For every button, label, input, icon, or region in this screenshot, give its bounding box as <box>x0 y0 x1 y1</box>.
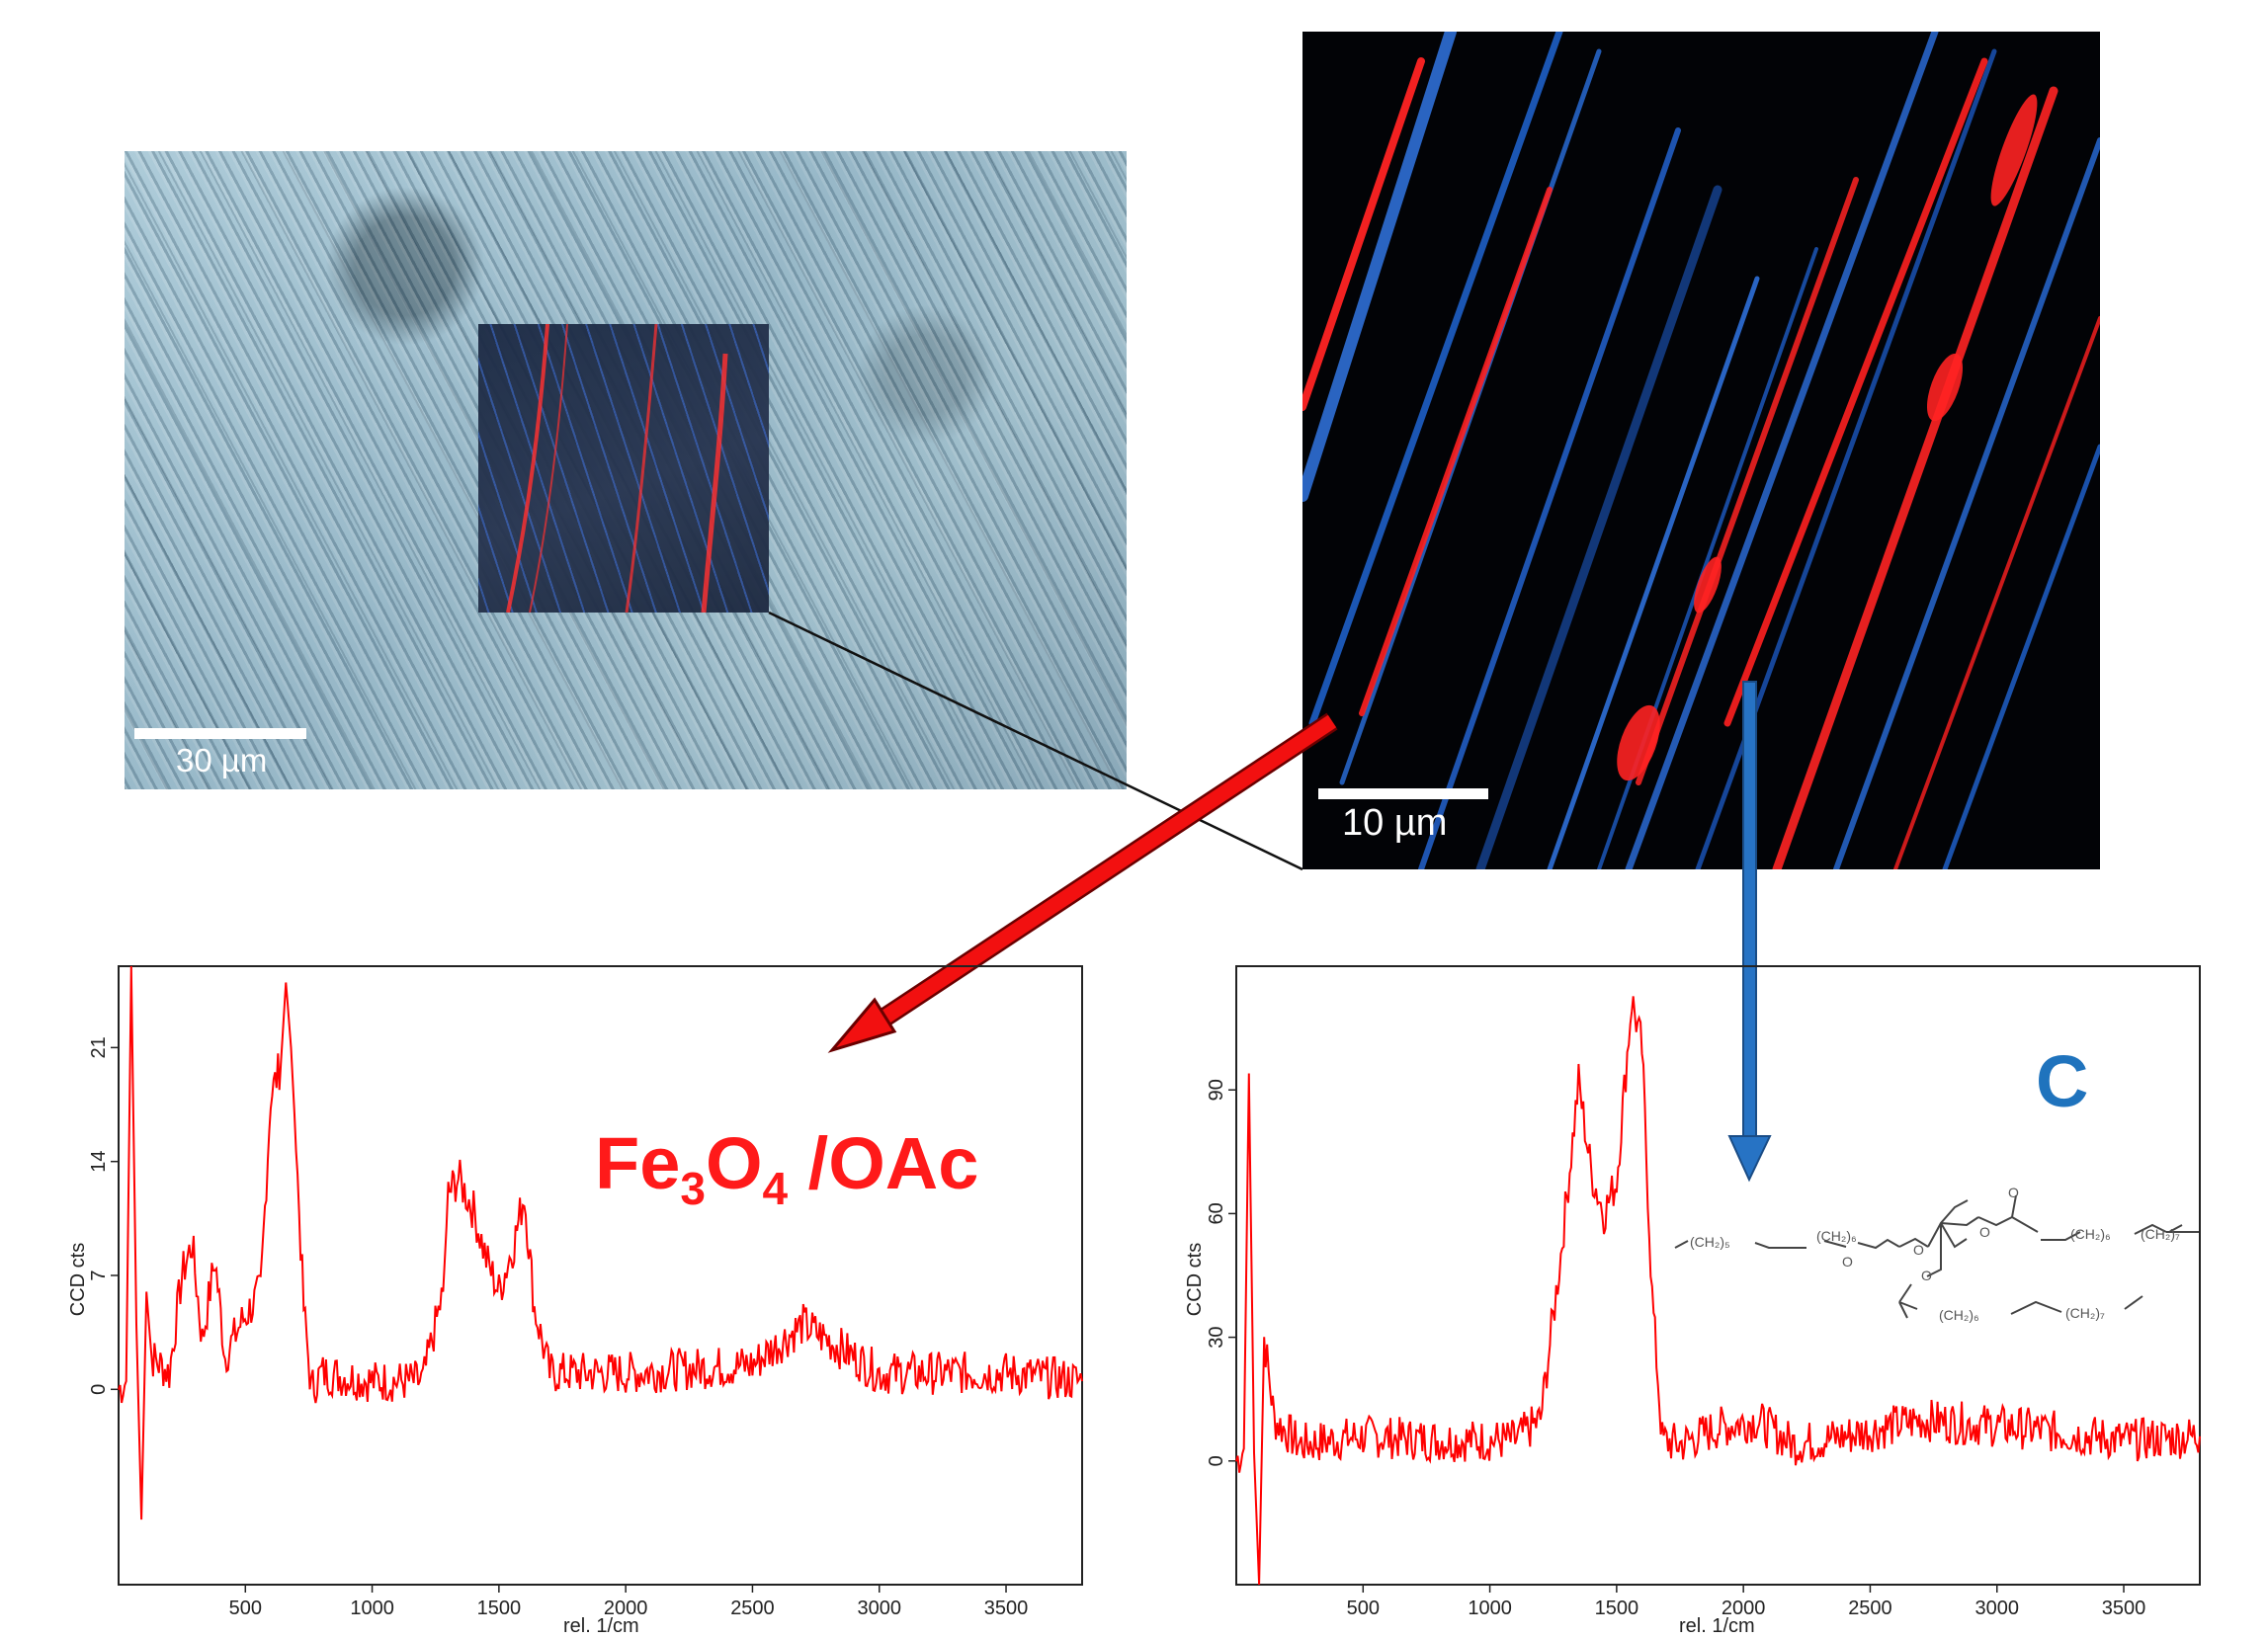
y-axis-label-right: CCD cts <box>1184 1243 1206 1316</box>
y-ticks-right: 0 30 60 90 <box>1206 1079 1236 1466</box>
right-x-tick-label: 1500 <box>1595 1598 1639 1619</box>
left-y-tick-label: 0 <box>88 1384 110 1395</box>
raman-map-image: 10 µm <box>1302 32 2100 869</box>
left-x-tick-label: 3000 <box>857 1598 901 1619</box>
optical-scale-label: 30 µm <box>176 742 268 779</box>
label-fe: Fe <box>595 1122 681 1204</box>
label-oac: /OAc <box>788 1122 979 1204</box>
right-y-tick-label: 30 <box>1206 1326 1227 1348</box>
x-axis-label-right: rel. 1/cm <box>1679 1615 1755 1637</box>
left-y-tick-label: 14 <box>88 1151 110 1173</box>
x-ticks-left: 500 1000 1500 2000 2500 3000 3500 <box>229 1585 1029 1619</box>
spectrum-line-left <box>118 965 1083 1520</box>
label-sub-4: 4 <box>762 1162 789 1214</box>
right-x-tick-label: 2500 <box>1848 1598 1892 1619</box>
right-y-tick-label: 90 <box>1206 1079 1227 1101</box>
optical-micrograph: 30 µm <box>125 151 1127 789</box>
left-y-tick-label: 21 <box>88 1036 110 1058</box>
left-x-tick-label: 1500 <box>477 1598 522 1619</box>
right-x-tick-label: 3000 <box>1974 1598 2019 1619</box>
left-x-tick-label: 2500 <box>730 1598 775 1619</box>
right-x-tick-label: 1000 <box>1468 1598 1512 1619</box>
raman-scale-label: 10 µm <box>1342 802 1448 844</box>
component-label-fe3o4-oac: Fe3O4 /OAc <box>595 1121 978 1215</box>
y-axis-label-left: CCD cts <box>67 1243 89 1316</box>
x-axis-label-left: rel. 1/cm <box>563 1615 639 1637</box>
label-o: O <box>705 1122 763 1204</box>
left-x-tick-label: 500 <box>229 1598 262 1619</box>
right-y-tick-label: 0 <box>1206 1455 1227 1466</box>
right-x-tick-label: 500 <box>1347 1598 1380 1619</box>
optical-scale-bar <box>134 728 306 739</box>
left-x-tick-label: 2000 <box>604 1598 648 1619</box>
left-x-tick-label: 3500 <box>984 1598 1029 1619</box>
plot-frame-right <box>1235 965 2201 1586</box>
label-sub-3: 3 <box>680 1162 706 1214</box>
raman-scan-area-overlay <box>478 324 769 613</box>
right-x-tick-label: 2000 <box>1722 1598 1766 1619</box>
component-label-c: C <box>2036 1040 2089 1122</box>
y-ticks-left: 0 7 14 21 <box>88 1036 119 1395</box>
x-ticks-right: 500 1000 1500 2000 2500 3000 3500 <box>1347 1585 2146 1619</box>
right-x-tick-label: 3500 <box>2102 1598 2146 1619</box>
left-y-tick-label: 7 <box>88 1270 110 1280</box>
right-y-tick-label: 60 <box>1206 1202 1227 1224</box>
spectrum-line-right <box>1235 996 2201 1586</box>
left-x-tick-label: 1000 <box>350 1598 394 1619</box>
raman-scale-bar <box>1318 788 1488 799</box>
